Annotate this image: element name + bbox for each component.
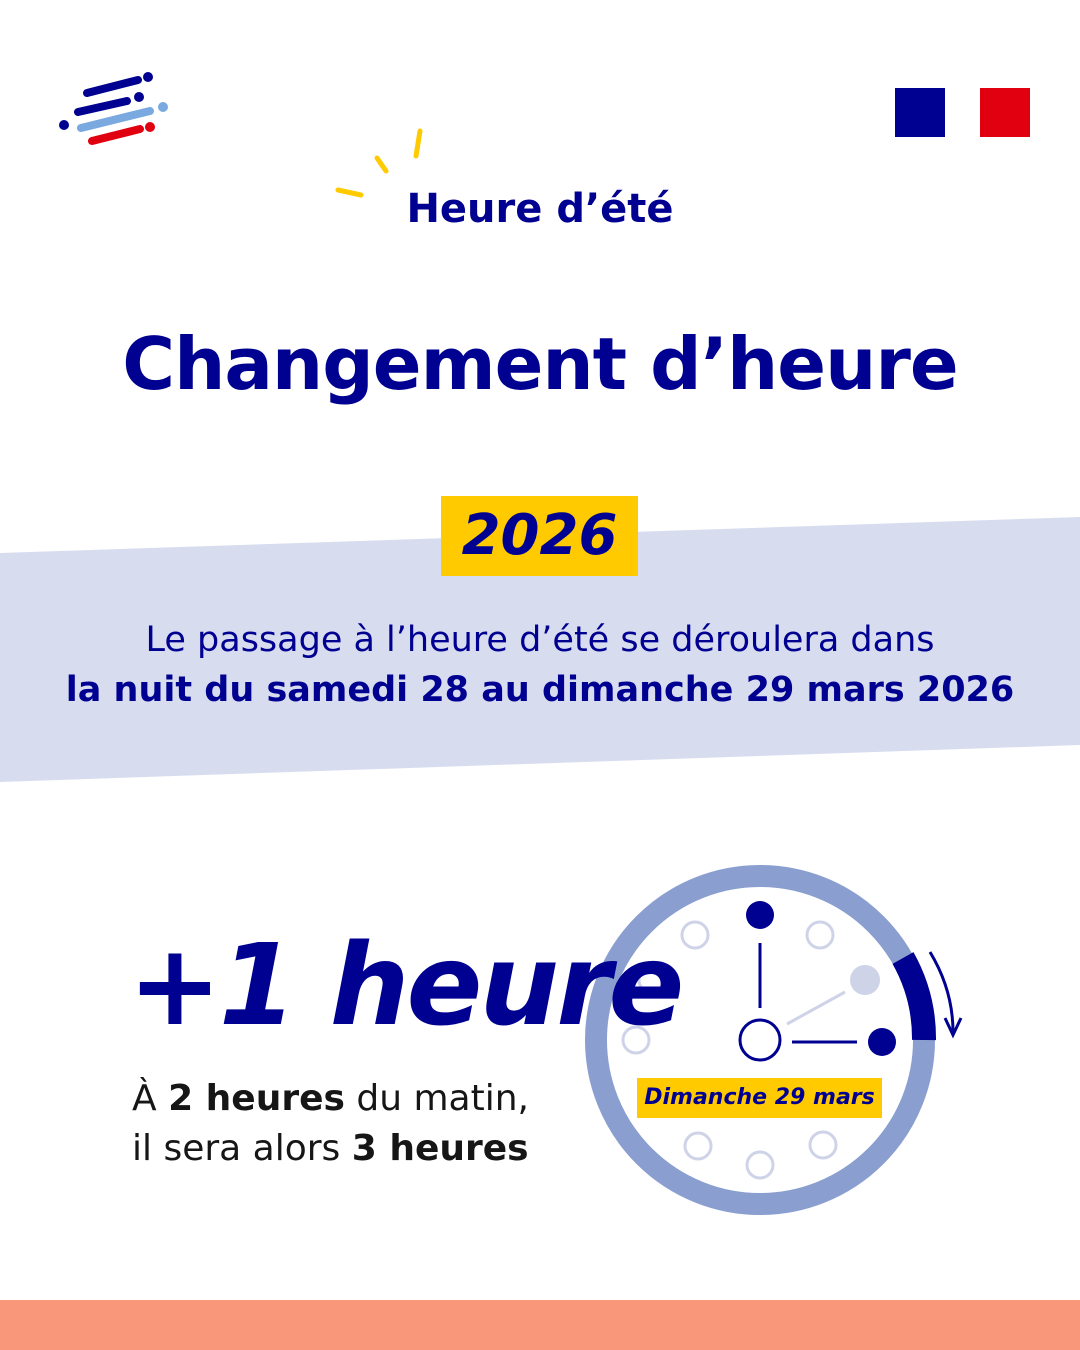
clock-date-label: Dimanche 29 mars — [637, 1078, 882, 1118]
old-hour-hand — [786, 990, 846, 1026]
detail-text: il sera alors — [132, 1128, 352, 1169]
kicker-heading: Heure d’été — [406, 186, 674, 232]
time-change-details: À 2 heures du matin, il sera alors 3 heu… — [132, 1074, 529, 1174]
marianne-flag-logo — [895, 88, 1030, 137]
detail-text: du matin, — [344, 1078, 529, 1119]
marker-2-old-time — [850, 965, 880, 995]
announcement-line-2: la nuit du samedi 28 au dimanche 29 mars… — [65, 670, 1015, 710]
highlight-band — [0, 517, 1080, 782]
hour-markers — [621, 920, 838, 1180]
page-title: Changement d’heure — [122, 322, 959, 406]
footer-bar — [0, 1300, 1080, 1350]
announcement-line-1: Le passage à l’heure d’été se déroulera … — [145, 620, 935, 660]
marker-12 — [746, 901, 774, 929]
marker-3-new-time — [868, 1028, 896, 1056]
time-change-headline: +1 heure — [128, 921, 684, 1051]
clock-illustration — [585, 865, 963, 1215]
year-badge: 2026 — [441, 496, 638, 576]
detail-bold: 2 heures — [168, 1078, 345, 1119]
sun-rays-icon — [335, 128, 423, 198]
detail-bold: 3 heures — [351, 1128, 529, 1169]
hour-change-arc — [892, 952, 937, 1041]
arrow-icon — [928, 951, 955, 1033]
government-logo — [59, 72, 168, 145]
detail-text: À — [132, 1078, 169, 1119]
clock-center — [738, 1018, 782, 1062]
